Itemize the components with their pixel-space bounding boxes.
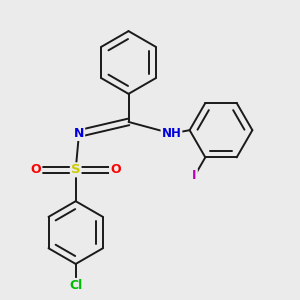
Text: N: N xyxy=(74,127,84,140)
Text: Cl: Cl xyxy=(69,279,82,292)
Text: I: I xyxy=(192,169,197,182)
Text: NH: NH xyxy=(161,127,182,140)
Text: O: O xyxy=(31,163,41,176)
Text: O: O xyxy=(110,163,121,176)
Text: S: S xyxy=(71,163,80,176)
